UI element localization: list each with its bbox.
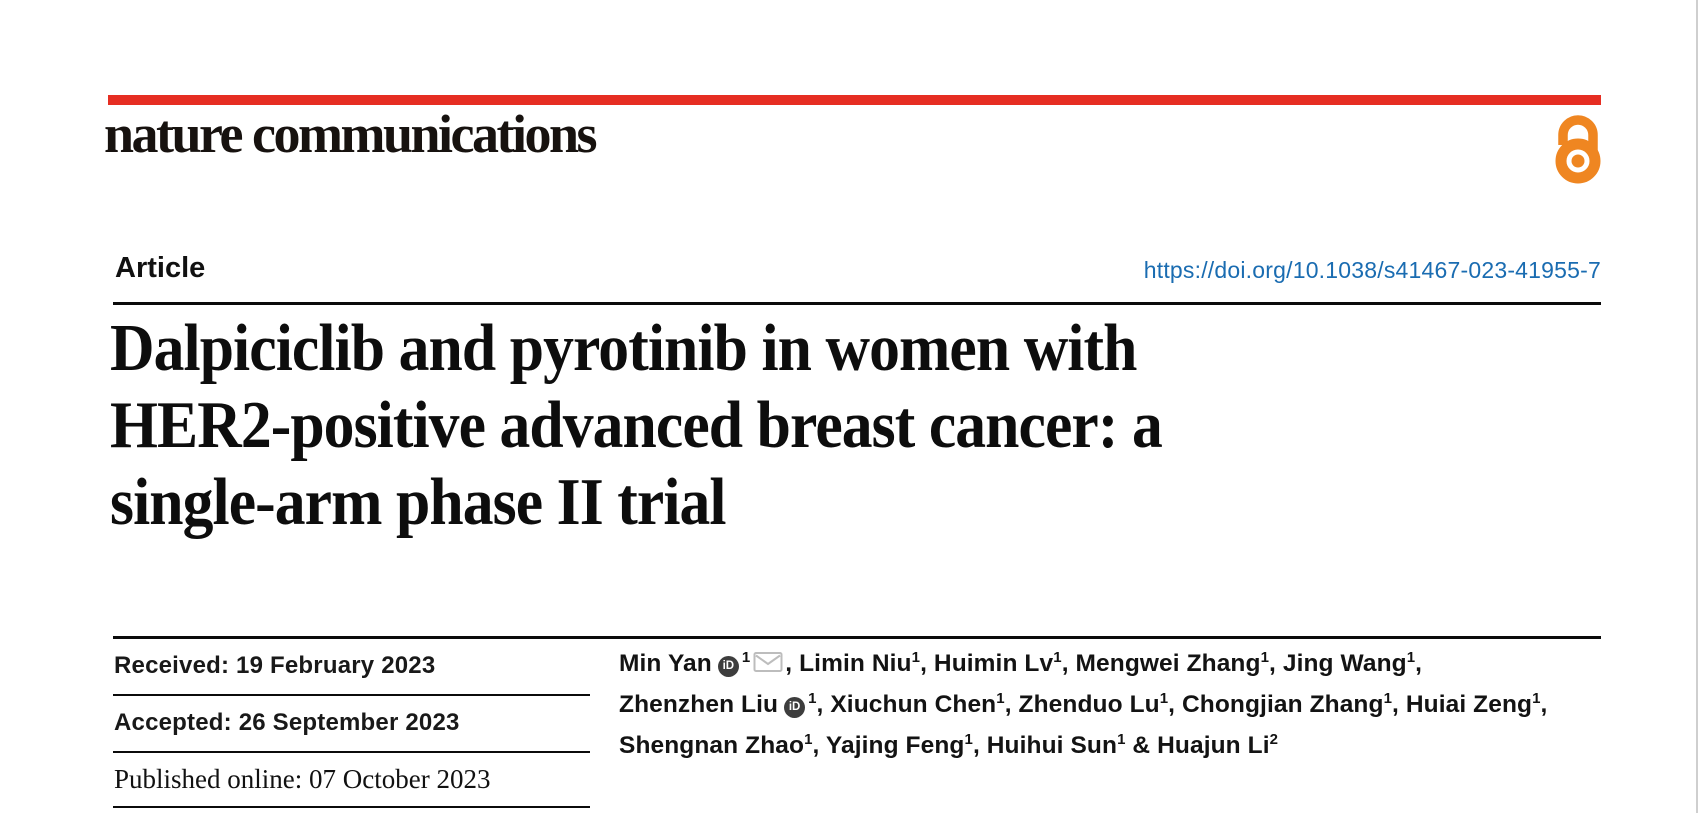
affiliation-superscript: 2	[1269, 731, 1279, 748]
affiliation-superscript: 1	[1260, 649, 1270, 666]
doi-link[interactable]: https://doi.org/10.1038/s41467-023-41955…	[1143, 257, 1601, 283]
orcid-icon[interactable]: iD	[717, 656, 739, 677]
author-name: Huiai Zeng1	[1405, 690, 1541, 718]
article-title: Dalpiciclib and pyrotinib in women with H…	[110, 311, 1163, 539]
author-name: Limin Niu1	[799, 649, 921, 677]
article-type-label: Article	[115, 252, 206, 284]
affiliation-superscript: 1	[804, 731, 813, 748]
affiliation-superscript: 1	[808, 690, 817, 707]
author-name: Shengnan Zhao1	[619, 731, 813, 759]
affiliation-superscript: 1	[1053, 649, 1062, 666]
author-name: Huimin Lv1	[933, 649, 1062, 677]
email-envelope-icon[interactable]	[753, 651, 783, 673]
author-name: Min Yan iD 1	[619, 649, 785, 677]
affiliation-superscript: 1	[1159, 690, 1169, 707]
affiliation-superscript: 1	[964, 731, 973, 748]
published-online-date: Published online: 07 October 2023	[114, 764, 491, 794]
author-name: Jing Wang1	[1282, 649, 1416, 677]
brand-red-bar	[108, 95, 1601, 105]
date-divider	[113, 694, 590, 696]
author-name: Huajun Li2	[1157, 731, 1279, 759]
open-access-icon	[1555, 110, 1601, 190]
author-name: Chongjian Zhang1	[1182, 690, 1393, 718]
author-name: Xiuchun Chen1	[830, 690, 1005, 718]
accepted-date: Accepted: 26 September 2023	[114, 709, 460, 736]
author-name: Yajing Feng1	[825, 731, 973, 759]
date-divider	[113, 806, 590, 808]
affiliation-superscript: 1	[1532, 690, 1541, 707]
author-list: Min Yan iD 1 , Limin Niu1, Huimin Lv1, Men…	[619, 649, 1548, 759]
journal-logo: nature communications	[104, 104, 598, 164]
affiliation-superscript: 1	[1406, 649, 1416, 666]
affiliation-superscript: 1	[1383, 690, 1393, 707]
affiliation-superscript: 1	[911, 649, 921, 666]
page-edge-divider	[1696, 0, 1698, 813]
author-name: Mengwei Zhang1	[1075, 649, 1270, 677]
received-date: Received: 19 February 2023	[114, 652, 436, 679]
author-name: Zhenzhen Liu iD 1	[619, 690, 817, 718]
affiliation-superscript: 1	[741, 649, 751, 666]
author-name: Zhenduo Lu1	[1018, 690, 1169, 718]
header-rule	[113, 302, 1601, 305]
orcid-icon[interactable]: iD	[784, 697, 806, 718]
affiliation-superscript: 1	[1117, 731, 1126, 748]
section-top-rule	[113, 636, 1601, 639]
affiliation-superscript: 1	[996, 690, 1005, 707]
date-divider	[113, 751, 590, 753]
author-name: Huihui Sun1	[986, 731, 1126, 759]
